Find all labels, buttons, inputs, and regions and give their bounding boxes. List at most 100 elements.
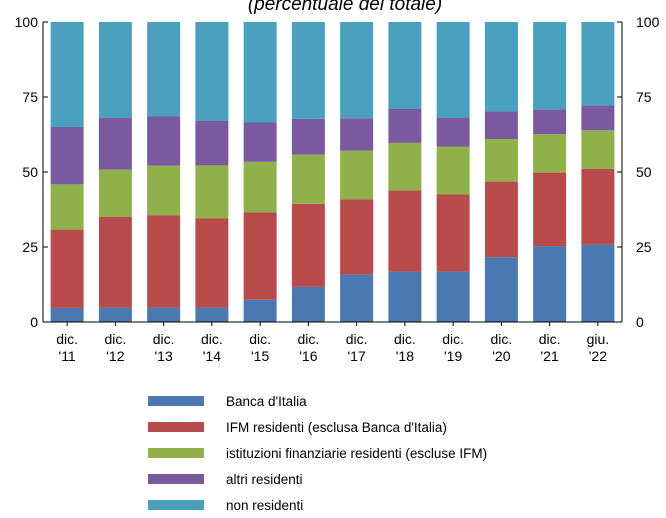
legend-item: istituzioni finanziarie residenti (esclu… [148,440,487,466]
bar-segment-2-1 [98,169,132,217]
x-tick-label-line: dic. [394,331,416,347]
x-tick-label-line: dic. [442,331,464,347]
bar-segment-2-2 [147,165,181,216]
x-tick-label-line: dic. [490,331,512,347]
legend: Banca d'Italia IFM residenti (esclusa Ban… [148,388,487,518]
x-tick-label-line: '22 [589,348,607,364]
x-tick-label-line: dic. [346,331,368,347]
x-tick-label: dic. '19 [442,331,464,364]
x-tick-label-line: '18 [396,348,414,364]
axes-layer [42,21,623,326]
bar-segment-0-11 [581,244,615,322]
bar-segment-1-5 [291,203,325,287]
bar-segment-3-9 [484,111,518,139]
bar-segment-3-6 [340,118,374,151]
bar-segment-4-11 [581,22,615,106]
x-tick-label-line: '11 [59,348,76,364]
bar-segment-0-3 [195,307,229,322]
bar-segment-4-9 [484,22,518,112]
bar-segment-3-10 [533,109,567,135]
bar-segment-3-3 [195,121,229,166]
x-tick-label-line: '16 [299,348,317,364]
right-y-tick-label: 50 [636,164,652,180]
x-tick-label-line: '14 [203,348,221,364]
legend-swatch [148,500,204,510]
right-y-tick-label: 100 [636,14,660,30]
bar-segment-1-0 [50,229,84,308]
x-tick-label: dic. '21 [539,331,561,364]
bar-segment-0-1 [98,307,132,322]
right-y-tick-label: 0 [636,314,644,330]
bar-segment-0-0 [50,307,84,322]
bar-segment-2-3 [195,165,229,219]
legend-swatch [148,422,204,432]
chart-subtitle: (percentuale del totale) [247,0,443,15]
bar-segment-2-6 [340,150,374,200]
left-y-tick-label: 0 [30,314,38,330]
bar-segment-4-2 [147,22,181,117]
bar-segment-0-4 [243,299,277,322]
x-tick-label: dic. '18 [394,331,416,364]
bar-segment-3-11 [581,105,615,131]
bar-segment-4-5 [291,22,325,119]
bar-segment-1-11 [581,168,615,245]
x-tick-label-line: giu. [587,331,610,347]
legend-label: non residenti [226,497,304,513]
bar-segment-4-4 [243,22,277,123]
x-tick-label-line: dic. [297,331,319,347]
bar-segment-4-6 [340,22,374,119]
bar-segment-3-5 [291,118,325,155]
x-tick-label-line: dic. [539,331,561,347]
legend-swatch [148,474,204,484]
x-tick-label: dic. '16 [297,331,319,364]
bar-segment-0-6 [340,274,374,322]
x-tick-label-line: dic. [249,331,271,347]
x-tick-label-line: '20 [492,348,510,364]
bar-segment-1-7 [388,190,422,272]
bar-segment-4-10 [533,22,567,110]
right-y-tick-label: 75 [636,89,652,105]
x-tick-label-line: '13 [155,348,173,364]
bar-segment-1-8 [436,194,470,272]
legend-item: non residenti [148,492,487,518]
x-tick-label-line: '19 [444,348,462,364]
bar-segment-4-8 [436,22,470,118]
x-tick-label: dic. '13 [153,331,175,364]
legend-item: IFM residenti (esclusa Banca d'Italia) [148,414,487,440]
x-tick-label: dic. '17 [346,331,368,364]
bar-segment-2-8 [436,146,470,195]
x-tick-label: dic. '12 [104,331,126,364]
x-tick-label: dic. '20 [490,331,512,364]
bar-segment-1-4 [243,212,277,300]
x-tick-label-line: dic. [153,331,175,347]
bar-segment-3-7 [388,109,422,143]
bar-segment-1-10 [533,172,567,247]
bar-segment-1-6 [340,199,374,275]
bar-segment-3-8 [436,118,470,147]
bar-segment-2-5 [291,154,325,204]
bar-segment-2-7 [388,142,422,191]
legend-item: Banca d'Italia [148,388,487,414]
left-y-tick-label: 25 [22,239,38,255]
bar-segment-0-5 [291,286,325,322]
bar-segment-0-2 [147,307,181,322]
x-tick-label: dic. '11 [56,331,78,364]
bar-segment-0-8 [436,271,470,322]
bar-segment-2-9 [484,139,518,182]
x-tick-label-line: '17 [348,348,366,364]
bars-layer [50,22,615,322]
legend-label: altri residenti [226,471,303,487]
x-tick-label-line: '21 [541,348,559,364]
x-tick-label-line: dic. [56,331,78,347]
x-tick-label: dic. '14 [201,331,223,364]
x-tick-label-line: dic. [104,331,126,347]
bar-segment-0-10 [533,246,567,322]
bar-segment-2-0 [50,184,84,230]
bar-segment-0-9 [484,257,518,322]
legend-label: istituzioni finanziarie residenti (esclu… [226,445,488,461]
bar-segment-3-2 [147,116,181,166]
legend-swatch [148,396,204,406]
bar-segment-3-0 [50,127,84,185]
